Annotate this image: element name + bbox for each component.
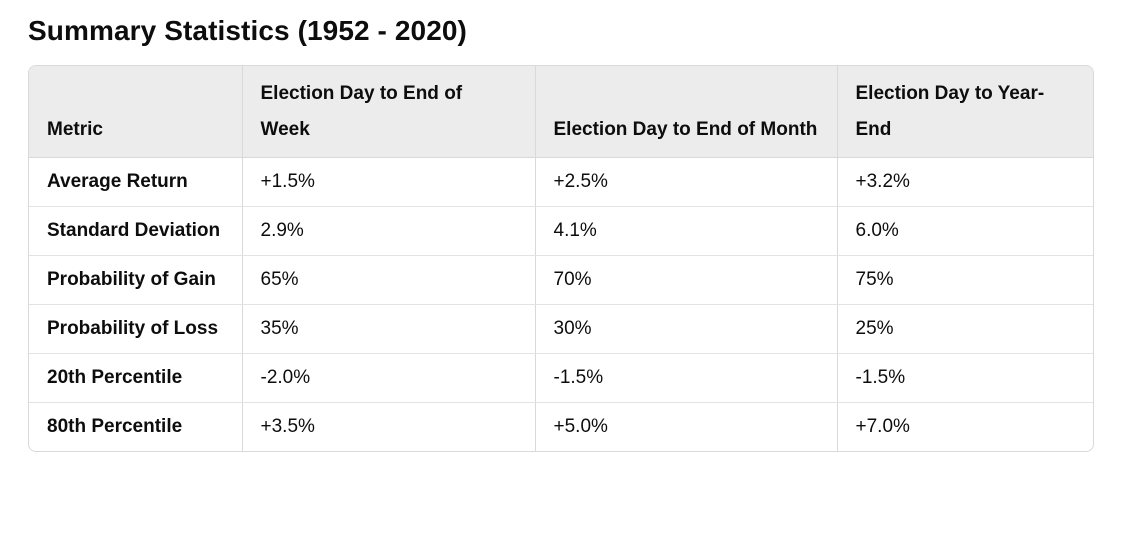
- metric-label: 20th Percentile: [29, 353, 242, 403]
- header-end-of-month: Election Day to End of Month: [534, 66, 837, 158]
- table-cell: -1.5%: [534, 353, 837, 403]
- table-cell: -1.5%: [836, 353, 1093, 403]
- table-body: Average Return +1.5% +2.5% +3.2% Standar…: [29, 157, 1093, 451]
- metric-label: 80th Percentile: [47, 416, 183, 437]
- table-cell: 4.1%: [534, 206, 837, 256]
- header-metric: Metric: [29, 66, 242, 158]
- summary-statistics-table: Metric Election Day to End of Week Elect…: [29, 66, 1093, 451]
- table-cell: 25%: [836, 304, 1093, 354]
- table-cell: +2.5%: [534, 157, 837, 207]
- metric-label: Average Return: [29, 157, 242, 207]
- table-cell: 2.9%: [241, 206, 535, 256]
- header-year-end: Election Day to Year-End: [836, 66, 1093, 158]
- page-title: Summary Statistics (1952 - 2020): [28, 15, 467, 46]
- table-header: Metric Election Day to End of Week Elect…: [29, 66, 1093, 158]
- table-row: 20th Percentile -2.0% -1.5% -1.5%: [29, 353, 1093, 403]
- metric-label: Probability of Gain: [29, 255, 242, 305]
- table-cell: 75%: [836, 255, 1093, 305]
- table-cell: -2.0%: [241, 353, 535, 403]
- table-cell: +3.5%: [241, 402, 535, 451]
- header-end-of-week: Election Day to End of Week: [241, 66, 535, 158]
- table-cell: 35%: [241, 304, 535, 354]
- table-cell: 30%: [534, 304, 837, 354]
- table-cell: +7.0%: [836, 402, 1093, 451]
- table-cell: 70%: [534, 255, 837, 305]
- metric-label: Probability of Loss: [29, 304, 242, 354]
- table-row: Standard Deviation 2.9% 4.1% 6.0%: [29, 206, 1093, 256]
- table-row: Probability of Gain 65% 70% 75%: [29, 255, 1093, 305]
- table-cell: 6.0%: [836, 206, 1093, 256]
- summary-table-container: Metric Election Day to End of Week Elect…: [28, 65, 1094, 452]
- table-header-row: Metric Election Day to End of Week Elect…: [29, 66, 1093, 158]
- table-cell: +5.0%: [534, 402, 837, 451]
- table-cell: 65%: [241, 255, 535, 305]
- table-row: Probability of Loss 35% 30% 25%: [29, 304, 1093, 354]
- table-row: Average Return +1.5% +2.5% +3.2%: [29, 157, 1093, 207]
- table-cell: +3.2%: [836, 157, 1093, 207]
- metric-label: Standard Deviation: [29, 206, 242, 256]
- table-cell: +1.5%: [241, 157, 535, 207]
- table-row: 80th Percentile +3.5% +5.0% +7.0%: [29, 402, 1093, 451]
